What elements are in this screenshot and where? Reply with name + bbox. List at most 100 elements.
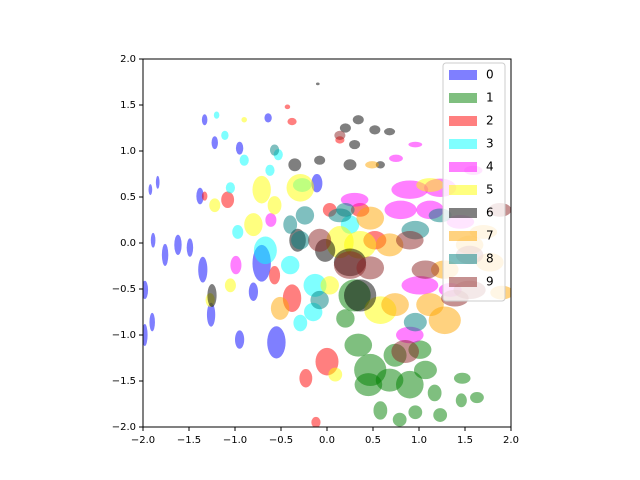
data-ellipse bbox=[143, 323, 148, 347]
y-tick-label: 2.0 bbox=[120, 54, 136, 65]
data-ellipse bbox=[287, 117, 297, 126]
data-ellipse bbox=[308, 228, 332, 252]
legend-swatch bbox=[449, 208, 477, 218]
data-ellipse bbox=[248, 282, 258, 301]
x-tick-label: 2.0 bbox=[503, 435, 519, 446]
data-ellipse bbox=[328, 367, 343, 382]
data-ellipse bbox=[269, 266, 281, 285]
y-tick-label: 1.0 bbox=[120, 146, 136, 157]
data-ellipse bbox=[416, 178, 444, 192]
data-ellipse bbox=[408, 141, 423, 148]
legend-swatch bbox=[449, 231, 477, 241]
y-tick-label: −1.0 bbox=[112, 330, 136, 341]
data-ellipse bbox=[244, 213, 263, 237]
data-ellipse bbox=[253, 236, 277, 265]
legend-label: 7 bbox=[486, 229, 494, 243]
data-ellipse bbox=[201, 191, 208, 201]
data-ellipse bbox=[143, 280, 149, 300]
data-ellipse bbox=[336, 309, 355, 328]
data-ellipse bbox=[149, 312, 155, 332]
data-ellipse bbox=[354, 373, 383, 397]
data-ellipse bbox=[315, 82, 320, 86]
x-tick-label: 1.0 bbox=[411, 435, 427, 446]
data-ellipse bbox=[265, 213, 277, 227]
data-ellipse bbox=[293, 314, 308, 332]
data-ellipse bbox=[291, 231, 310, 250]
data-ellipse bbox=[343, 159, 357, 171]
data-ellipse bbox=[455, 393, 467, 408]
data-ellipse bbox=[369, 125, 381, 135]
legend-label: 1 bbox=[486, 91, 494, 105]
data-ellipse bbox=[239, 154, 249, 166]
data-ellipse bbox=[232, 225, 244, 239]
data-ellipse bbox=[356, 206, 385, 230]
data-ellipse bbox=[150, 232, 156, 248]
data-ellipse bbox=[334, 130, 346, 140]
data-ellipse bbox=[389, 154, 403, 163]
data-ellipse bbox=[265, 164, 275, 176]
data-ellipse bbox=[201, 114, 208, 126]
data-ellipse bbox=[373, 401, 388, 420]
data-ellipse bbox=[196, 187, 204, 205]
data-ellipse bbox=[328, 208, 352, 223]
data-ellipse bbox=[235, 330, 245, 349]
x-tick-label: −1.5 bbox=[177, 435, 201, 446]
data-ellipse bbox=[339, 123, 351, 133]
data-ellipse bbox=[433, 408, 448, 422]
x-tick-label: 0.5 bbox=[365, 435, 381, 446]
data-ellipse bbox=[286, 174, 315, 202]
data-ellipse bbox=[207, 283, 217, 307]
data-ellipse bbox=[401, 276, 439, 295]
legend-swatch bbox=[449, 116, 477, 126]
data-ellipse bbox=[411, 260, 440, 279]
legend-label: 5 bbox=[486, 183, 494, 197]
data-ellipse bbox=[281, 255, 300, 275]
data-ellipse bbox=[283, 215, 298, 234]
data-ellipse bbox=[311, 174, 323, 193]
data-ellipse bbox=[381, 293, 409, 317]
data-ellipse bbox=[174, 234, 182, 255]
legend-label: 3 bbox=[486, 137, 494, 151]
legend-swatch bbox=[449, 277, 477, 287]
data-ellipse bbox=[155, 175, 160, 189]
plot-area bbox=[143, 82, 511, 427]
data-ellipse bbox=[230, 255, 242, 275]
data-ellipse bbox=[413, 360, 437, 380]
data-ellipse bbox=[365, 161, 379, 169]
legend-label: 2 bbox=[486, 114, 494, 128]
y-tick-label: −1.5 bbox=[112, 376, 136, 387]
data-ellipse bbox=[344, 279, 377, 312]
legend-swatch bbox=[449, 185, 477, 195]
data-ellipse bbox=[161, 243, 169, 266]
data-ellipse bbox=[314, 155, 326, 165]
data-ellipse bbox=[384, 200, 417, 220]
y-tick-label: 1.5 bbox=[120, 100, 136, 111]
legend: 0 1 2 3 4 5 6 7 8 9 bbox=[442, 62, 506, 302]
x-tick-label: 1.5 bbox=[457, 435, 473, 446]
data-ellipse bbox=[427, 384, 442, 402]
data-ellipse bbox=[403, 312, 427, 332]
data-ellipse bbox=[416, 293, 444, 317]
legend-swatch bbox=[449, 93, 477, 103]
legend-label: 4 bbox=[486, 160, 494, 174]
data-ellipse bbox=[384, 127, 396, 136]
data-ellipse bbox=[211, 136, 218, 150]
data-ellipse bbox=[396, 231, 424, 250]
data-ellipse bbox=[453, 372, 471, 384]
legend-label: 9 bbox=[486, 275, 494, 289]
data-ellipse bbox=[209, 198, 221, 213]
data-ellipse bbox=[264, 113, 272, 123]
y-tick-label: −0.5 bbox=[112, 284, 136, 295]
data-ellipse bbox=[206, 302, 216, 327]
x-tick-label: 0.0 bbox=[319, 435, 335, 446]
data-ellipse bbox=[295, 206, 315, 225]
data-ellipse bbox=[284, 104, 291, 110]
data-ellipse bbox=[221, 130, 229, 140]
y-tick-label: −2.0 bbox=[112, 422, 136, 433]
data-ellipse bbox=[356, 256, 385, 280]
data-ellipse bbox=[299, 369, 313, 388]
data-ellipse bbox=[213, 111, 220, 119]
data-ellipse bbox=[396, 370, 424, 399]
data-ellipse bbox=[252, 175, 271, 204]
